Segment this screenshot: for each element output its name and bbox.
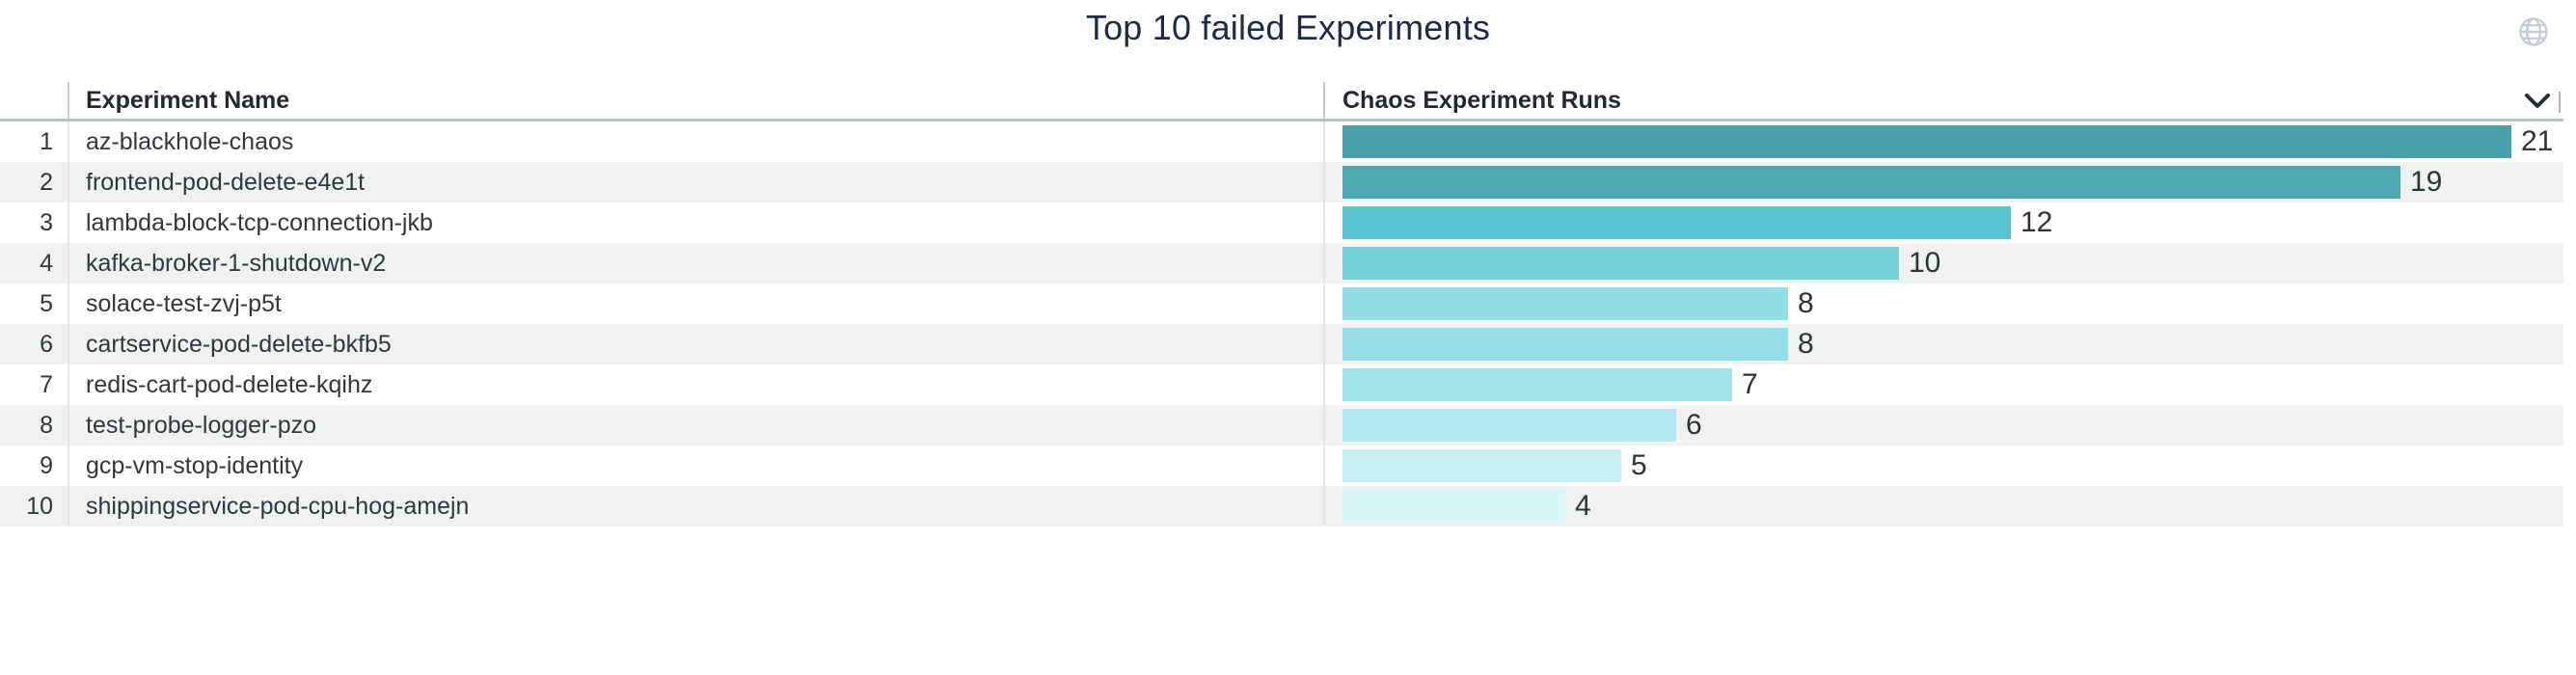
- runs-value-label: 21: [2521, 125, 2554, 157]
- runs-bar-cell: 8: [1325, 284, 2563, 324]
- chevron-down-icon[interactable]: [2523, 91, 2552, 112]
- runs-bar: [1342, 490, 1565, 523]
- experiment-name: shippingservice-pod-cpu-hog-amejn: [69, 486, 1325, 526]
- experiment-name: redis-cart-pod-delete-kqihz: [69, 364, 1325, 405]
- runs-bar-cell: 10: [1325, 243, 2563, 284]
- experiment-name: gcp-vm-stop-identity: [69, 446, 1325, 486]
- runs-bar: [1342, 449, 1621, 482]
- runs-bar-cell: 7: [1325, 364, 2563, 405]
- chaos-experiment-runs-column-header[interactable]: Chaos Experiment Runs: [1342, 86, 1621, 114]
- runs-bar-cell: 8: [1325, 324, 2563, 364]
- header-divider: [2559, 92, 2561, 113]
- experiment-name: test-probe-logger-pzo: [69, 405, 1325, 446]
- runs-value-label: 6: [1686, 409, 1702, 441]
- runs-value-label: 8: [1798, 287, 1814, 319]
- experiment-name: kafka-broker-1-shutdown-v2: [69, 243, 1325, 284]
- table-row: 4 kafka-broker-1-shutdown-v2 10: [0, 243, 2563, 284]
- runs-bar: [1342, 328, 1788, 361]
- table-row: 5 solace-test-zvj-p5t 8: [0, 284, 2563, 324]
- runs-bar: [1342, 125, 2511, 158]
- runs-value-label: 8: [1798, 328, 1814, 360]
- runs-bar: [1342, 287, 1788, 320]
- runs-value-label: 4: [1575, 490, 1591, 522]
- experiment-name-column-header[interactable]: Experiment Name: [69, 82, 1325, 119]
- table-row: 1 az-blackhole-chaos 21: [0, 122, 2563, 162]
- rank-column-header: [0, 82, 69, 119]
- runs-value-label: 5: [1631, 449, 1647, 481]
- experiment-name: solace-test-zvj-p5t: [69, 284, 1325, 324]
- row-rank: 4: [0, 243, 69, 284]
- row-rank: 3: [0, 202, 69, 243]
- runs-bar: [1342, 368, 1732, 401]
- experiments-table: Experiment Name Chaos Experiment Runs 1 …: [0, 82, 2563, 526]
- globe-icon[interactable]: [2516, 14, 2551, 49]
- table-body: 1 az-blackhole-chaos 21 2 frontend-pod-d…: [0, 122, 2563, 526]
- runs-value-label: 7: [1742, 368, 1758, 400]
- runs-value-label: 12: [2020, 206, 2053, 238]
- runs-bar-cell: 5: [1325, 446, 2563, 486]
- row-rank: 7: [0, 364, 69, 405]
- row-rank: 10: [0, 486, 69, 526]
- runs-bar-cell: 21: [1325, 122, 2563, 162]
- experiment-name: cartservice-pod-delete-bkfb5: [69, 324, 1325, 364]
- runs-bar-cell: 19: [1325, 162, 2563, 202]
- table-row: 10 shippingservice-pod-cpu-hog-amejn 4: [0, 486, 2563, 526]
- row-rank: 8: [0, 405, 69, 446]
- row-rank: 6: [0, 324, 69, 364]
- runs-bar: [1342, 409, 1676, 442]
- row-rank: 5: [0, 284, 69, 324]
- runs-bar: [1342, 166, 2400, 199]
- experiment-name: az-blackhole-chaos: [69, 122, 1325, 162]
- runs-value-label: 19: [2410, 166, 2443, 198]
- runs-bar: [1342, 206, 2011, 239]
- table-header-row: Experiment Name Chaos Experiment Runs: [0, 82, 2563, 122]
- runs-bar-cell: 4: [1325, 486, 2563, 526]
- table-row: 8 test-probe-logger-pzo 6: [0, 405, 2563, 446]
- panel-title: Top 10 failed Experiments: [1085, 8, 1491, 47]
- table-row: 6 cartservice-pod-delete-bkfb5 8: [0, 324, 2563, 364]
- experiment-name: lambda-block-tcp-connection-jkb: [69, 202, 1325, 243]
- runs-value-label: 10: [1909, 247, 1941, 279]
- runs-bar-cell: 12: [1325, 202, 2563, 243]
- table-row: 9 gcp-vm-stop-identity 5: [0, 446, 2563, 486]
- row-rank: 9: [0, 446, 69, 486]
- table-row: 2 frontend-pod-delete-e4e1t 19: [0, 162, 2563, 202]
- runs-bar-cell: 6: [1325, 405, 2563, 446]
- row-rank: 1: [0, 122, 69, 162]
- table-row: 7 redis-cart-pod-delete-kqihz 7: [0, 364, 2563, 405]
- row-rank: 2: [0, 162, 69, 202]
- table-row: 3 lambda-block-tcp-connection-jkb 12: [0, 202, 2563, 243]
- runs-bar: [1342, 247, 1899, 280]
- experiment-name: frontend-pod-delete-e4e1t: [69, 162, 1325, 202]
